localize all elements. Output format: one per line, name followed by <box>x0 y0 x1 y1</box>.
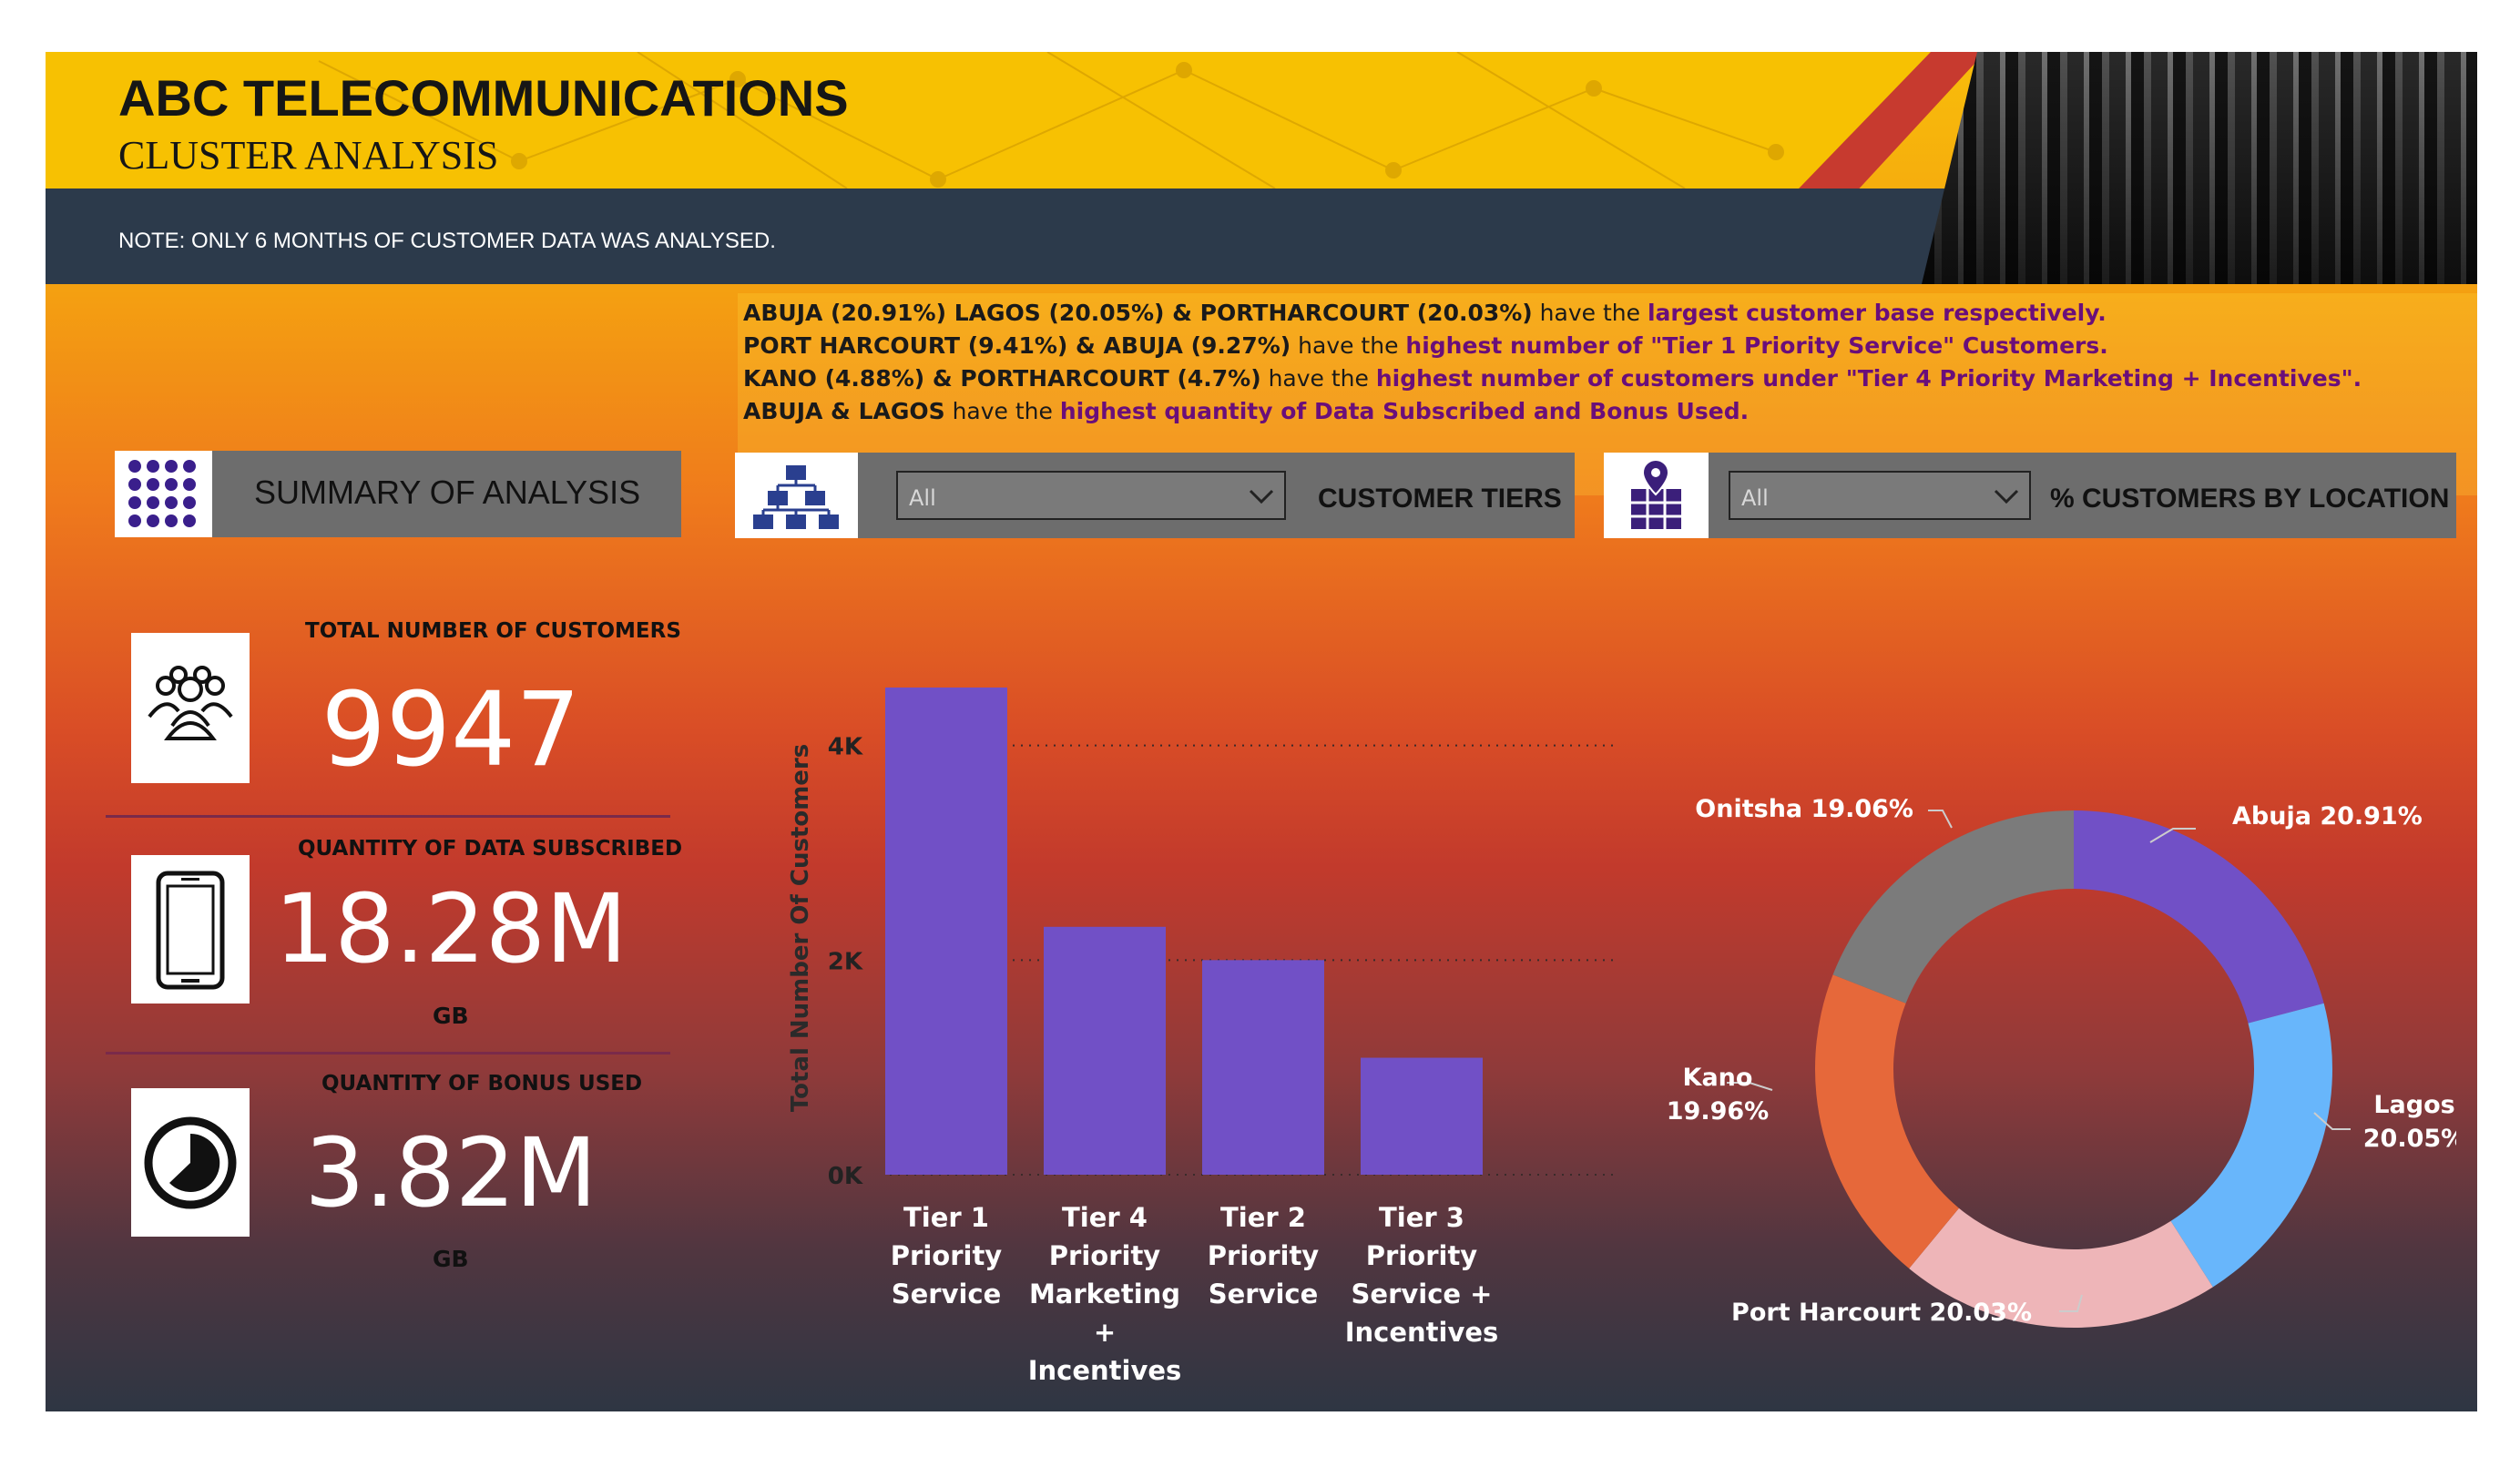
insight-text: ABUJA & LAGOS <box>743 398 945 424</box>
bar[interactable] <box>1202 960 1324 1175</box>
users-group-icon <box>131 633 250 783</box>
kpi-divider <box>106 815 670 818</box>
insight-text: KANO (4.88%) & PORTHARCOURT (4.7%) <box>743 365 1261 392</box>
y-tick-label: 0K <box>828 1163 863 1190</box>
location-label: % CUSTOMERS BY LOCATION <box>2050 484 2450 514</box>
x-tick-label: Incentives <box>1028 1355 1182 1386</box>
bar[interactable] <box>885 688 1007 1175</box>
tiers-label: CUSTOMER TIERS <box>1318 484 1562 514</box>
insight-line: PORT HARCOURT (9.41%) & ABUJA (9.27%) ha… <box>743 330 2362 362</box>
kpi-unit: GB <box>433 1246 469 1272</box>
data-note: NOTE: ONLY 6 MONTHS OF CUSTOMER DATA WAS… <box>118 229 776 253</box>
kpi-label: TOTAL NUMBER OF CUSTOMERS <box>305 619 681 643</box>
insight-text: highest number of "Tier 1 Priority Servi… <box>1405 332 2108 359</box>
network-pattern <box>318 52 1784 188</box>
hierarchy-icon <box>735 453 858 538</box>
kpi-value: 9947 <box>321 671 581 790</box>
page-title: ABC TELECOMMUNICATIONS <box>118 69 849 127</box>
page-subtitle: CLUSTER ANALYSIS <box>118 133 499 178</box>
chevron-down-icon <box>1994 489 2019 504</box>
slice-label: 20.05% <box>2363 1125 2456 1153</box>
leader-line <box>2059 1294 2083 1312</box>
x-tick-label: Marketing <box>1029 1279 1180 1309</box>
slice-label: 19.96% <box>1667 1097 1769 1126</box>
x-tick-label: Priority <box>891 1240 1003 1271</box>
kpi-value: 3.82M <box>304 1117 597 1228</box>
smartphone-icon <box>131 855 250 1004</box>
header-yellow-band <box>46 52 1931 188</box>
x-tick-label: Tier 1 <box>903 1202 989 1233</box>
insight-text: largest customer base respectively. <box>1647 300 2107 326</box>
summary-label: SUMMARY OF ANALYSIS <box>254 474 641 511</box>
map-pin-grid-icon <box>1604 453 1709 538</box>
x-tick-label: Tier 3 <box>1379 1202 1464 1233</box>
kpi-label: QUANTITY OF BONUS USED <box>321 1072 643 1095</box>
insight-text: have the <box>1532 300 1648 326</box>
donut-slice[interactable] <box>1832 810 2074 1004</box>
leader-line <box>2313 1112 2351 1130</box>
insight-text: ABUJA (20.91%) LAGOS (20.05%) & PORTHARC… <box>743 300 1533 326</box>
tiers-dropdown-value: All <box>909 485 936 511</box>
slice-label: Onitsha 19.06% <box>1695 795 1913 823</box>
insight-text: have the <box>1291 332 1406 359</box>
pie-timer-icon <box>131 1088 250 1237</box>
insight-text: have the <box>1260 365 1376 392</box>
summary-header: SUMMARY OF ANALYSIS <box>115 451 681 537</box>
insight-text: highest number of customers under "Tier … <box>1375 365 2362 392</box>
leader-line <box>2149 828 2196 843</box>
x-tick-label: Service <box>892 1279 1002 1309</box>
insight-text: highest quantity of Data Subscribed and … <box>1059 398 1750 424</box>
donut-slice[interactable] <box>2170 1003 2332 1288</box>
x-tick-label: Priority <box>1049 1240 1161 1271</box>
slice-label: Port Harcourt 20.03% <box>1731 1299 2032 1327</box>
bar[interactable] <box>1361 1057 1483 1175</box>
donut-slice[interactable] <box>2074 810 2324 1024</box>
location-dropdown-value: All <box>1741 485 1769 511</box>
kpi-value: 18.28M <box>274 873 627 984</box>
customer-tiers-bar-chart: 0K 2K 4K Total Number Of Customers Tier 1 Pri… <box>787 688 1618 1386</box>
x-tick-label: Priority <box>1366 1240 1478 1271</box>
y-tick-label: 2K <box>828 948 863 975</box>
donut-slice[interactable] <box>1815 974 1959 1269</box>
insight-text: PORT HARCOURT (9.41%) & ABUJA (9.27%) <box>743 332 1291 359</box>
grid-dots-icon <box>115 451 212 537</box>
insight-text: have the <box>944 398 1060 424</box>
donut-slice[interactable] <box>1909 1207 2213 1328</box>
tiers-dropdown[interactable]: All <box>896 471 1286 520</box>
leader-line <box>1928 810 1953 829</box>
header-warehouse-photo <box>1922 52 2477 284</box>
slice-label: Kano <box>1683 1064 1753 1092</box>
location-donut-chart: Abuja 20.91% Lagos 20.05% Port Harcourt 20.… <box>1667 795 2456 1328</box>
x-tick-label: Tier 4 <box>1062 1202 1148 1233</box>
x-tick-label: + <box>1094 1317 1116 1348</box>
bar[interactable] <box>1044 926 1166 1175</box>
x-tick-label: Priority <box>1208 1240 1320 1271</box>
leader-line <box>1727 1082 1773 1091</box>
x-tick-label: Incentives <box>1345 1317 1499 1348</box>
chevron-down-icon <box>1249 489 1274 504</box>
location-dropdown[interactable]: All <box>1729 471 2031 520</box>
insight-line: KANO (4.88%) & PORTHARCOURT (4.7%) have … <box>743 362 2362 395</box>
insight-line: ABUJA (20.91%) LAGOS (20.05%) & PORTHARC… <box>743 297 2362 330</box>
location-header: All % CUSTOMERS BY LOCATION <box>1604 453 2456 538</box>
kpi-label: QUANTITY OF DATA SUBSCRIBED <box>298 837 683 861</box>
y-tick-label: 4K <box>828 734 863 761</box>
insight-line: ABUJA & LAGOS have the highest quantity … <box>743 395 2362 428</box>
tiers-header: All CUSTOMER TIERS <box>735 453 1575 538</box>
x-tick-label: Service + <box>1352 1279 1493 1309</box>
kpi-unit: GB <box>433 1003 469 1029</box>
slice-label: Lagos <box>2373 1091 2454 1119</box>
slice-label: Abuja 20.91% <box>2232 802 2423 830</box>
x-tick-label: Tier 2 <box>1220 1202 1306 1233</box>
y-axis-label: Total Number Of Customers <box>787 744 814 1112</box>
x-tick-label: Service <box>1209 1279 1319 1309</box>
dashboard: ABC TELECOMMUNICATIONS CLUSTER ANALYSIS … <box>46 52 2477 1411</box>
kpi-divider <box>106 1052 670 1055</box>
